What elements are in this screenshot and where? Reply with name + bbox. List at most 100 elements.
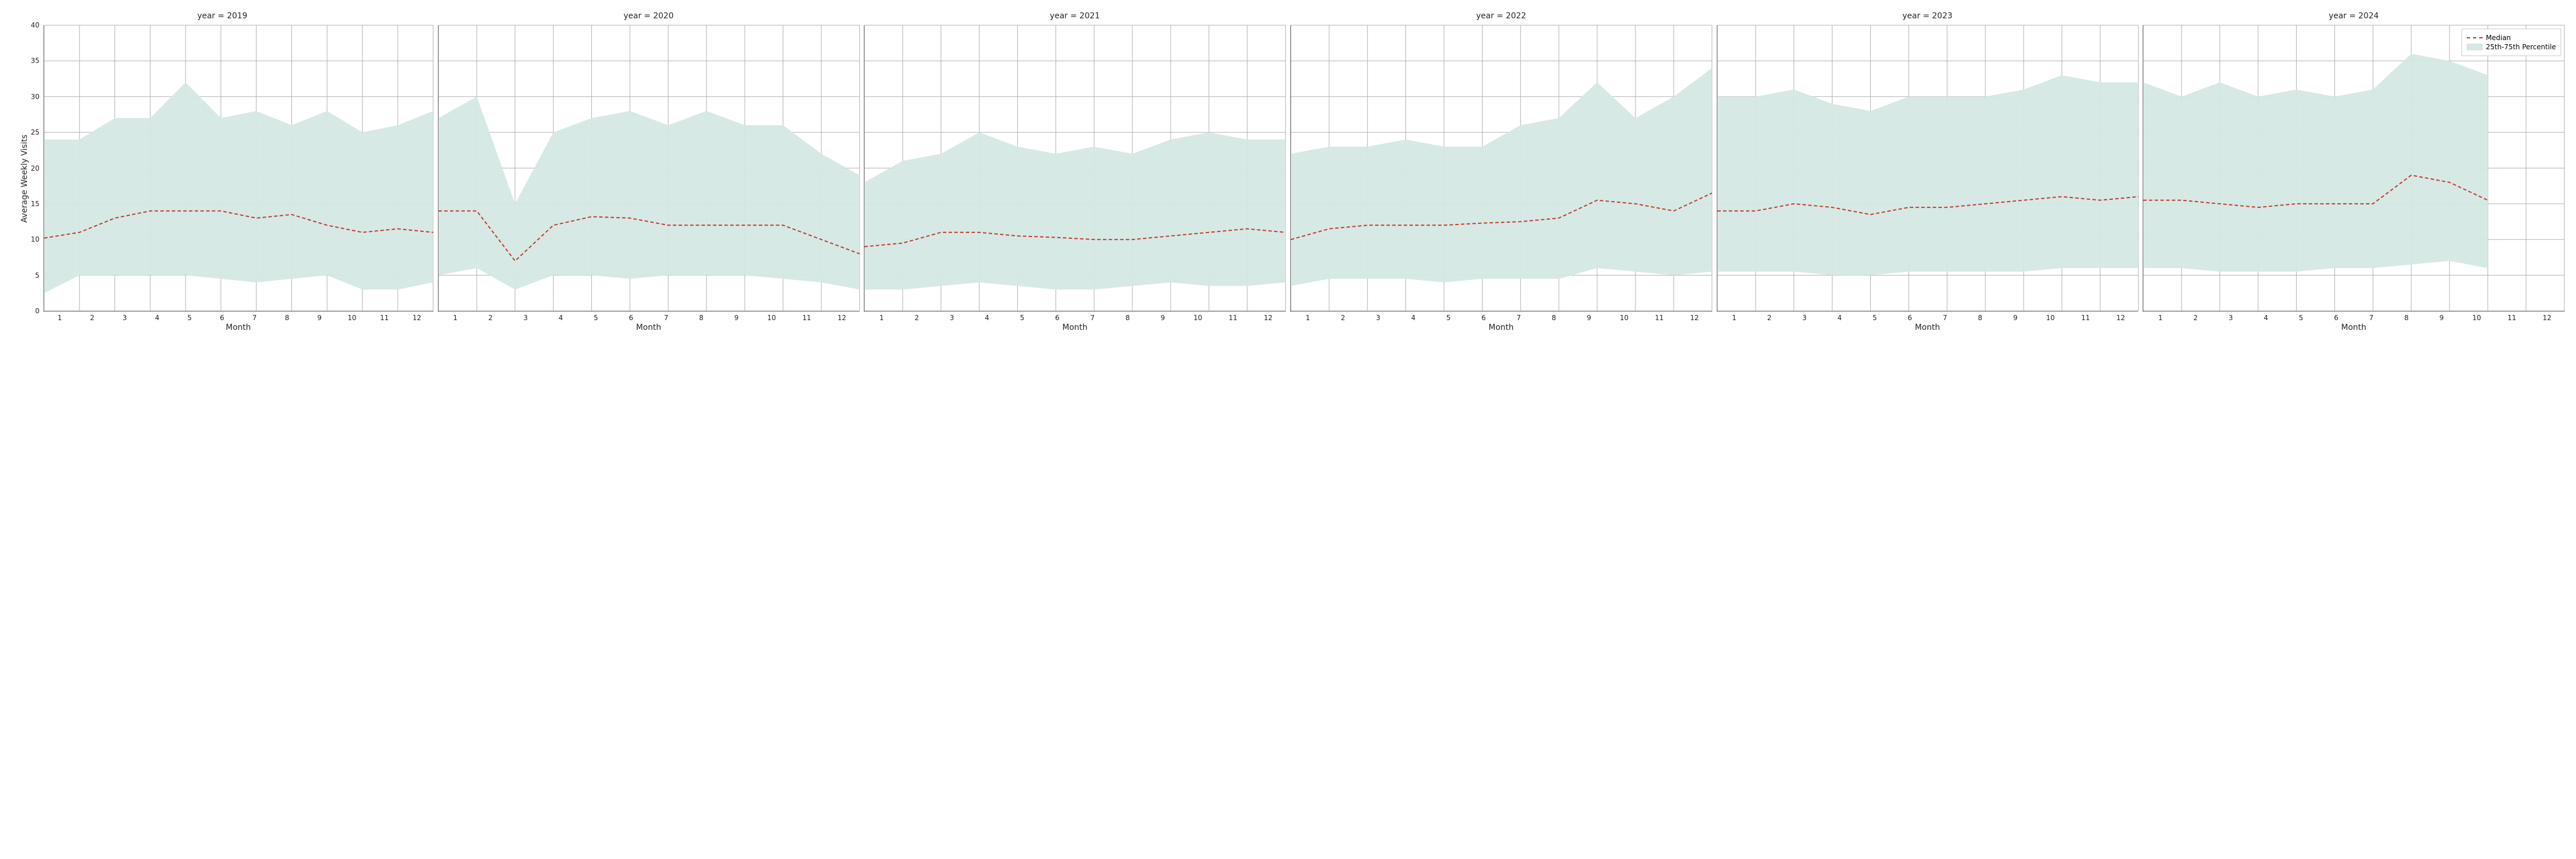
x-tick: 6 xyxy=(614,314,649,322)
y-tick: 35 xyxy=(31,57,39,65)
x-tick: 8 xyxy=(2389,314,2424,322)
x-tick: 1 xyxy=(864,314,899,322)
x-axis-title: Month xyxy=(2143,323,2565,332)
x-tick: 12 xyxy=(824,314,859,322)
x-tick: 10 xyxy=(2459,314,2494,322)
x-tick: 4 xyxy=(2249,314,2283,322)
x-tick: 12 xyxy=(2530,314,2565,322)
x-tick: 1 xyxy=(44,314,76,322)
x-axis-title: Month xyxy=(438,323,860,332)
x-tick: 8 xyxy=(1110,314,1145,322)
x-tick: 3 xyxy=(934,314,969,322)
x-tick: 1 xyxy=(1717,314,1752,322)
x-tick: 10 xyxy=(2033,314,2068,322)
x-axis-title: Month xyxy=(44,323,433,332)
x-tick: 5 xyxy=(578,314,613,322)
y-tick: 20 xyxy=(31,164,39,172)
x-tick: 10 xyxy=(1607,314,1642,322)
x-axis-title: Month xyxy=(1290,323,1712,332)
x-tick: 7 xyxy=(238,314,271,322)
x-tick: 7 xyxy=(2354,314,2389,322)
x-tick: 6 xyxy=(206,314,239,322)
panel-title: year = 2021 xyxy=(864,11,1286,22)
x-tick: 5 xyxy=(1431,314,1466,322)
x-tick: 10 xyxy=(1180,314,1215,322)
y-tick: 5 xyxy=(35,271,39,279)
x-tick: 11 xyxy=(789,314,824,322)
x-tick: 7 xyxy=(1501,314,1536,322)
x-tick: 6 xyxy=(1466,314,1501,322)
plot-area xyxy=(1290,25,1712,312)
panel-title: year = 2022 xyxy=(1290,11,1712,22)
y-tick: 10 xyxy=(31,235,39,243)
percentile-band xyxy=(2143,54,2488,271)
facet-grid: year = 2019Average Weekly Visits05101520… xyxy=(11,11,2565,332)
x-tick: 10 xyxy=(335,314,368,322)
panel-0: year = 2019Average Weekly Visits05101520… xyxy=(11,11,433,332)
x-tick: 9 xyxy=(1998,314,2033,322)
percentile-band xyxy=(864,132,1286,289)
x-tick: 9 xyxy=(1145,314,1180,322)
plot-area xyxy=(438,25,860,312)
legend-median: Median xyxy=(2467,34,2557,42)
x-tick: 1 xyxy=(1290,314,1325,322)
panel-title: year = 2024 xyxy=(2143,11,2565,22)
legend: Median25th-75th Percentile xyxy=(2462,29,2562,56)
panel-title: year = 2023 xyxy=(1717,11,2139,22)
x-tick: 6 xyxy=(1040,314,1074,322)
x-tick: 9 xyxy=(1571,314,1606,322)
x-axis-title: Month xyxy=(864,323,1286,332)
percentile-band xyxy=(438,97,860,290)
x-tick: 3 xyxy=(2213,314,2248,322)
legend-band: 25th-75th Percentile xyxy=(2467,43,2557,51)
plot-area xyxy=(864,25,1286,312)
x-tick: 9 xyxy=(719,314,754,322)
plot-area: 0510152025303540 xyxy=(44,25,433,312)
x-tick: 5 xyxy=(1857,314,1892,322)
x-tick: 8 xyxy=(683,314,718,322)
x-tick: 12 xyxy=(1251,314,1286,322)
x-tick: 12 xyxy=(1677,314,1712,322)
x-tick: 4 xyxy=(543,314,578,322)
x-tick: 2 xyxy=(2178,314,2213,322)
x-tick: 7 xyxy=(1075,314,1110,322)
x-tick: 7 xyxy=(649,314,683,322)
x-tick: 2 xyxy=(473,314,508,322)
x-tick: 11 xyxy=(2494,314,2529,322)
x-axis-title: Month xyxy=(1717,323,2139,332)
y-tick: 30 xyxy=(31,93,39,101)
x-tick: 9 xyxy=(303,314,336,322)
x-tick: 5 xyxy=(1005,314,1040,322)
x-tick: 11 xyxy=(2068,314,2103,322)
percentile-band xyxy=(1291,68,1712,286)
x-tick: 7 xyxy=(1927,314,1962,322)
x-tick: 11 xyxy=(368,314,401,322)
x-tick: 9 xyxy=(2424,314,2459,322)
x-tick: 11 xyxy=(1642,314,1677,322)
legend-band-label: 25th-75th Percentile xyxy=(2486,43,2557,51)
x-tick: 6 xyxy=(2318,314,2353,322)
panel-5: year = 2024Median25th-75th Percentile123… xyxy=(2143,11,2565,332)
x-tick: 8 xyxy=(1962,314,1997,322)
panel-3: year = 2022123456789101112Month xyxy=(1290,11,1712,332)
y-tick: 40 xyxy=(31,21,39,29)
legend-median-swatch xyxy=(2467,37,2483,38)
panel-2: year = 2021123456789101112Month xyxy=(864,11,1286,332)
x-tick: 3 xyxy=(1361,314,1396,322)
x-tick: 4 xyxy=(1822,314,1857,322)
x-tick: 3 xyxy=(108,314,141,322)
panel-title: year = 2020 xyxy=(438,11,860,22)
x-tick: 12 xyxy=(401,314,433,322)
plot-area xyxy=(1717,25,2139,312)
x-tick: 3 xyxy=(508,314,543,322)
plot-area: Median25th-75th Percentile xyxy=(2143,25,2565,312)
x-tick: 1 xyxy=(2143,314,2178,322)
percentile-band xyxy=(44,82,433,293)
x-tick: 11 xyxy=(1215,314,1250,322)
x-tick: 1 xyxy=(438,314,473,322)
x-tick: 3 xyxy=(1787,314,1822,322)
x-tick: 2 xyxy=(899,314,934,322)
x-tick: 5 xyxy=(173,314,206,322)
percentile-band xyxy=(1717,75,2139,275)
x-tick: 8 xyxy=(271,314,303,322)
